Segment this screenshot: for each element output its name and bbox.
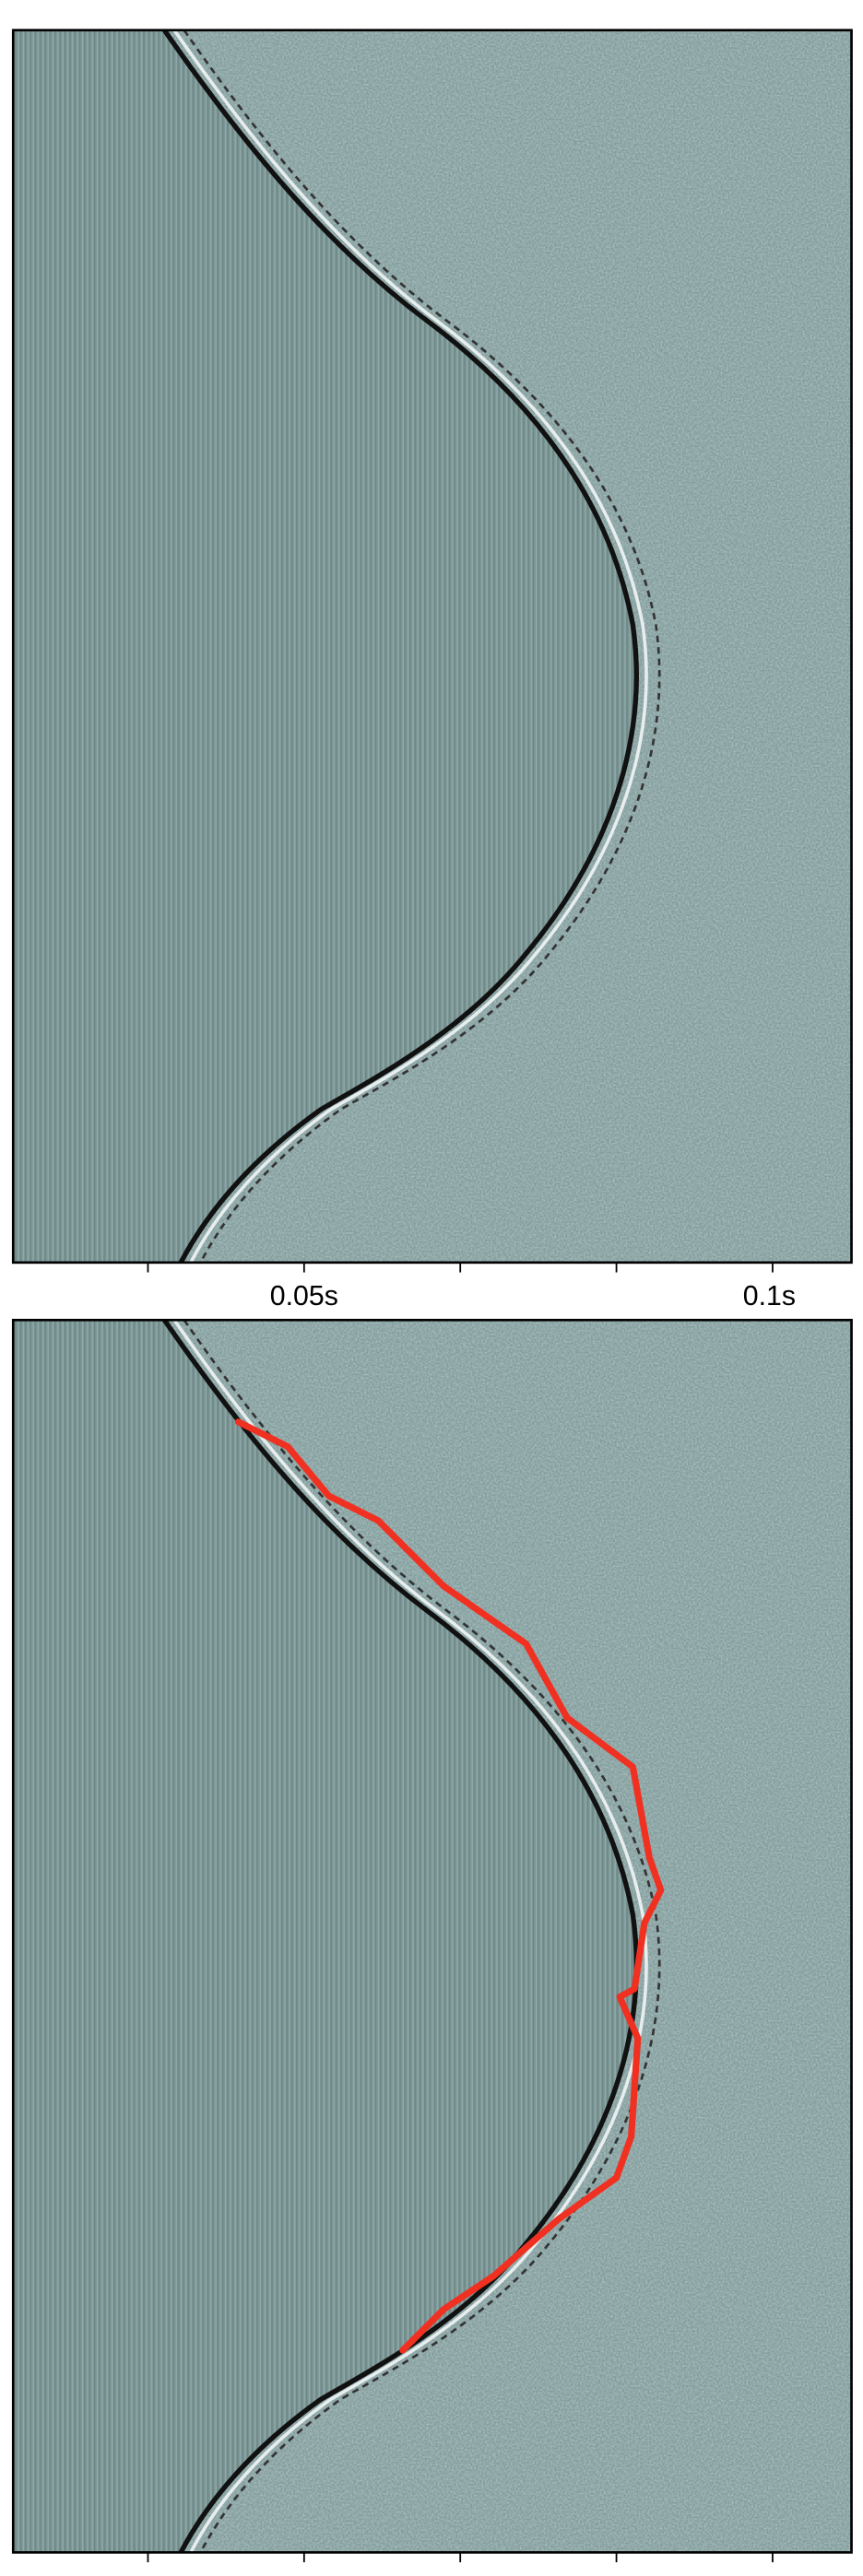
x-tick-label: 0.1s bbox=[743, 1281, 796, 1312]
x-tick-label: 0.05s bbox=[270, 1281, 338, 1312]
pick-curve bbox=[234, 1418, 665, 2354]
top-panel bbox=[13, 30, 851, 1273]
bottom-panel bbox=[13, 1320, 851, 2562]
